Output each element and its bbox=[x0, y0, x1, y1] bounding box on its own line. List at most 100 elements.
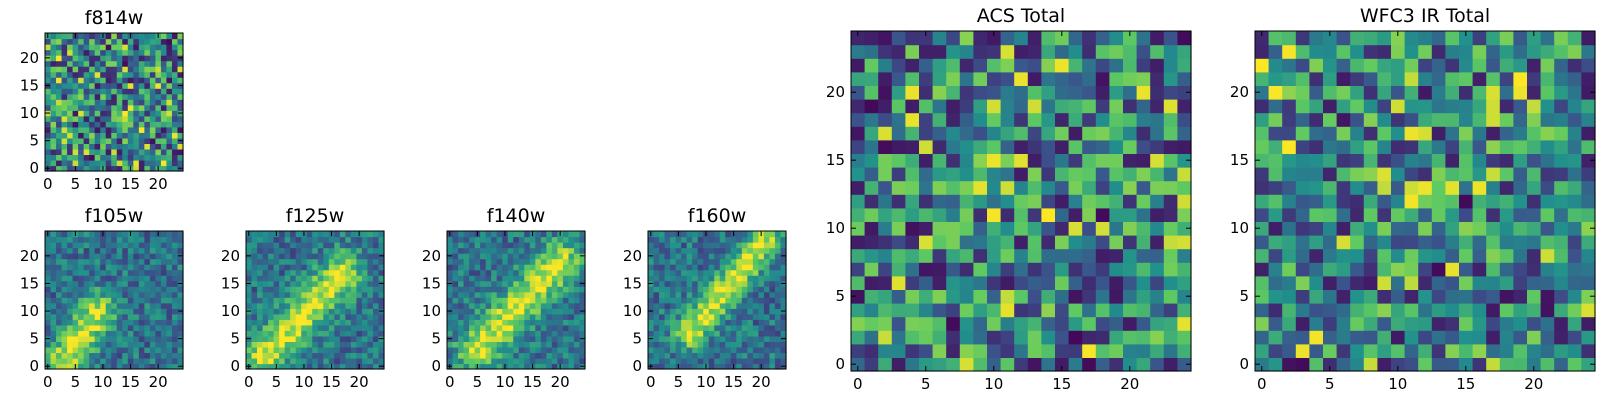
heatmap-cell bbox=[1418, 275, 1433, 290]
heatmap-cell bbox=[491, 324, 498, 331]
heatmap-cell bbox=[1163, 153, 1178, 168]
heatmap-cell bbox=[474, 313, 481, 320]
heatmap-cell bbox=[61, 148, 68, 156]
heatmap-cell bbox=[1082, 207, 1097, 222]
heatmap-cell bbox=[535, 313, 542, 320]
heatmap-cell bbox=[675, 330, 682, 337]
heatmap-cell bbox=[89, 275, 96, 282]
heatmap-cell bbox=[513, 247, 520, 254]
heatmap-cell bbox=[1068, 126, 1083, 141]
heatmap-cell bbox=[328, 247, 335, 254]
heatmap-cell bbox=[1295, 153, 1310, 168]
heatmap-cell bbox=[480, 308, 487, 315]
heatmap-cell bbox=[1363, 357, 1378, 372]
heatmap-cell bbox=[356, 236, 363, 243]
heatmap-cell bbox=[295, 253, 302, 260]
heatmap-cell bbox=[1150, 180, 1165, 195]
heatmap-cell bbox=[670, 363, 677, 370]
heatmap-cell bbox=[89, 286, 96, 293]
heatmap-cell bbox=[769, 357, 776, 365]
heatmap-cell bbox=[686, 253, 693, 260]
heatmap-cell bbox=[919, 316, 934, 331]
heatmap-cell bbox=[1350, 194, 1365, 209]
heatmap-cell bbox=[361, 341, 369, 348]
heatmap-cell bbox=[463, 258, 470, 265]
heatmap-cell bbox=[730, 308, 737, 315]
heatmap-cell bbox=[987, 316, 1002, 331]
heatmap-cell bbox=[708, 346, 715, 354]
heatmap-cell bbox=[1513, 31, 1528, 46]
heatmap-cell bbox=[1459, 153, 1474, 168]
heatmap-cell bbox=[122, 258, 129, 265]
heatmap-cell bbox=[160, 313, 168, 320]
heatmap-cell bbox=[686, 341, 693, 348]
heatmap-cell bbox=[312, 363, 319, 370]
heatmap-cell bbox=[1445, 221, 1460, 236]
heatmap-cell bbox=[367, 308, 374, 315]
heatmap-cell bbox=[122, 236, 129, 243]
heatmap-cell bbox=[1486, 180, 1501, 195]
heatmap-cell bbox=[262, 242, 269, 249]
heatmap-cell bbox=[1295, 262, 1310, 277]
heatmap-cell bbox=[138, 286, 145, 293]
heatmap-cell bbox=[67, 297, 74, 304]
heatmap-cell bbox=[1082, 275, 1097, 290]
heatmap-cell bbox=[334, 302, 341, 309]
heatmap-cell bbox=[312, 308, 319, 315]
heatmap-cell bbox=[78, 126, 85, 133]
heatmap-cell bbox=[1095, 221, 1110, 236]
heatmap-cell bbox=[851, 194, 866, 209]
heatmap-cell bbox=[1391, 139, 1406, 154]
heatmap-cell bbox=[987, 262, 1002, 277]
heatmap-cell bbox=[171, 49, 179, 56]
x-tick-label: 15 bbox=[121, 175, 140, 193]
heatmap-cell bbox=[1472, 357, 1487, 372]
heatmap-cell bbox=[686, 357, 693, 365]
heatmap-cell bbox=[1431, 262, 1446, 277]
heatmap-cell bbox=[692, 313, 699, 320]
heatmap-cell bbox=[681, 357, 688, 365]
heatmap-cell bbox=[741, 280, 748, 287]
heatmap-cell bbox=[1445, 235, 1460, 250]
heatmap-cell bbox=[973, 194, 988, 209]
heatmap-cell bbox=[279, 341, 286, 348]
heatmap-cell bbox=[306, 297, 313, 304]
heatmap-cell bbox=[1527, 71, 1542, 86]
heatmap-cell bbox=[83, 121, 90, 128]
heatmap-cell bbox=[279, 313, 286, 320]
heatmap-cell bbox=[496, 258, 503, 265]
heatmap-cell bbox=[149, 286, 156, 293]
heatmap-cell bbox=[932, 58, 947, 73]
heatmap-cell bbox=[133, 110, 140, 117]
heatmap-cell bbox=[1282, 207, 1297, 222]
heatmap-cell bbox=[659, 324, 666, 331]
heatmap-cell bbox=[708, 324, 715, 331]
heatmap-cell bbox=[1581, 31, 1596, 46]
heatmap-cell bbox=[452, 253, 459, 260]
heatmap-cell bbox=[1499, 275, 1514, 290]
heatmap-cell bbox=[905, 194, 920, 209]
heatmap-cell bbox=[507, 357, 514, 365]
heatmap-cell bbox=[496, 280, 503, 287]
heatmap-cell bbox=[780, 286, 787, 293]
heatmap-cell bbox=[878, 31, 893, 46]
heatmap-cell bbox=[133, 88, 140, 95]
heatmap-cell bbox=[268, 291, 275, 298]
heatmap-cell bbox=[496, 302, 503, 309]
heatmap-cell bbox=[485, 269, 492, 276]
heatmap-cell bbox=[1459, 126, 1474, 141]
heatmap-cell bbox=[463, 302, 470, 309]
heatmap-cell bbox=[1527, 303, 1542, 318]
heatmap-cell bbox=[774, 313, 782, 320]
heatmap-cell bbox=[50, 341, 57, 348]
heatmap-cell bbox=[1268, 303, 1283, 318]
heatmap-cell bbox=[1581, 194, 1596, 209]
heatmap-cell bbox=[339, 269, 346, 276]
heatmap-cell bbox=[111, 143, 118, 150]
heatmap-cell bbox=[1136, 99, 1151, 114]
heatmap-cell bbox=[1391, 167, 1406, 182]
heatmap-cell bbox=[89, 291, 96, 298]
heatmap-cell bbox=[1377, 71, 1392, 86]
heatmap-cell bbox=[878, 44, 893, 59]
heatmap-cell bbox=[502, 313, 509, 320]
